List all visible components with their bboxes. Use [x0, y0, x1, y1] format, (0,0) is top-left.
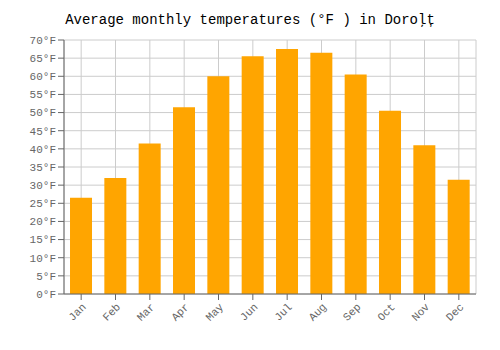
svg-text:Aug: Aug: [307, 301, 329, 323]
svg-text:Dec: Dec: [444, 301, 466, 323]
svg-text:50°F: 50°F: [30, 107, 56, 119]
svg-text:20°F: 20°F: [30, 216, 56, 228]
svg-text:45°F: 45°F: [30, 126, 56, 138]
svg-text:70°F: 70°F: [30, 35, 56, 47]
svg-text:0°F: 0°F: [36, 289, 56, 301]
svg-text:55°F: 55°F: [30, 89, 56, 101]
svg-text:Sep: Sep: [341, 301, 363, 323]
svg-text:Feb: Feb: [101, 301, 123, 323]
svg-text:Mar: Mar: [135, 301, 157, 323]
svg-text:15°F: 15°F: [30, 234, 56, 246]
html-text:Average monthly temperatures (: Average monthly temperatures (°F ) in Do…: [65, 12, 435, 28]
svg-text:Nov: Nov: [410, 301, 433, 324]
svg-text:Jul: Jul: [272, 301, 294, 323]
svg-text:May: May: [204, 301, 227, 324]
svg-text:Jun: Jun: [238, 301, 260, 323]
svg-text:65°F: 65°F: [30, 53, 56, 65]
svg-text:40°F: 40°F: [30, 144, 56, 156]
svg-text:Oct: Oct: [375, 301, 397, 323]
svg-text:25°F: 25°F: [30, 198, 56, 210]
svg-text:5°F: 5°F: [36, 271, 56, 283]
svg-text:30°F: 30°F: [30, 180, 56, 192]
svg-text:Apr: Apr: [169, 301, 191, 323]
svg-text:60°F: 60°F: [30, 71, 56, 83]
svg-text:10°F: 10°F: [30, 253, 56, 265]
svg-text:Jan: Jan: [66, 301, 88, 323]
svg-text:35°F: 35°F: [30, 162, 56, 174]
